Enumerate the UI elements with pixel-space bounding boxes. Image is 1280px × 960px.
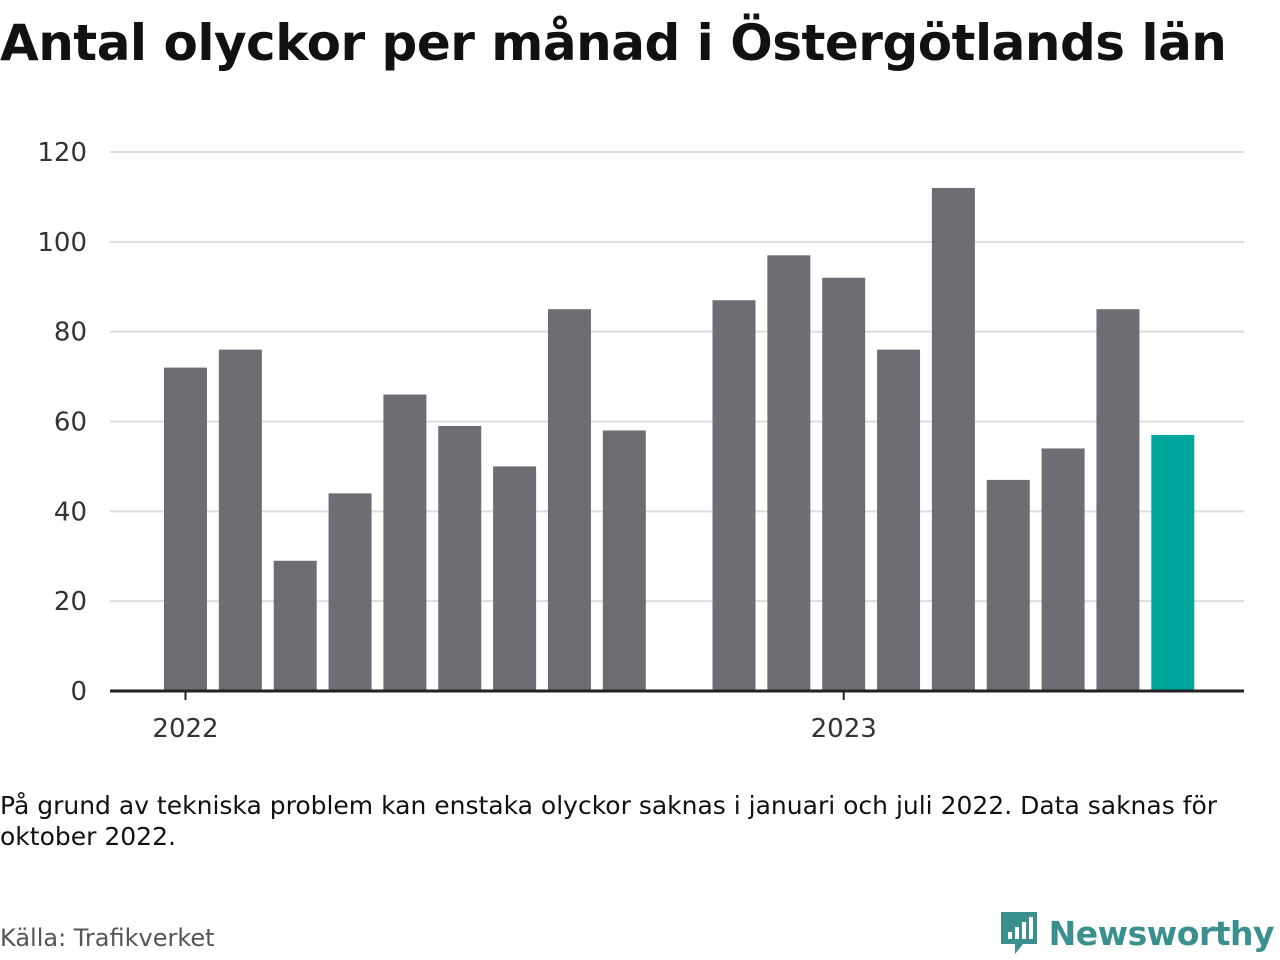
bar xyxy=(1151,434,1195,691)
x-tick-label: 2022 xyxy=(152,714,218,744)
bar-chart: 0 20 40 60 80 100 120 2022 2023 xyxy=(37,138,1244,744)
y-tick-label: 0 xyxy=(70,677,87,707)
bar xyxy=(712,300,756,691)
bar xyxy=(1096,309,1140,691)
chart-title: Antal olyckor per månad i Östergötlands … xyxy=(0,14,1227,72)
bar xyxy=(383,394,427,691)
brand-name: Newsworthy xyxy=(1048,913,1275,953)
y-tick-label: 20 xyxy=(54,587,87,617)
y-tick-label: 120 xyxy=(37,138,87,168)
bar xyxy=(218,349,262,691)
bars xyxy=(164,187,1195,691)
bar xyxy=(493,466,537,691)
bar xyxy=(328,493,372,691)
bar xyxy=(767,255,811,691)
bar xyxy=(1041,448,1085,691)
newsworthy-logo-icon xyxy=(1000,912,1037,954)
bar xyxy=(822,277,866,691)
bar xyxy=(273,560,317,691)
chart-note: På grund av tekniska problem kan enstaka… xyxy=(0,791,1218,851)
bar xyxy=(931,187,975,691)
bar xyxy=(602,430,646,691)
bar xyxy=(986,479,1030,691)
y-tick-label: 80 xyxy=(54,318,87,348)
bar xyxy=(877,349,921,691)
y-tick-label: 100 xyxy=(37,228,87,258)
bar xyxy=(164,367,207,691)
source-text: Källa: Trafikverket xyxy=(0,924,215,952)
y-tick-label: 60 xyxy=(54,408,87,438)
newsworthy-logo: Newsworthy xyxy=(999,910,1275,956)
y-tick-label: 40 xyxy=(54,497,87,527)
labels: 0 20 40 60 80 100 120 2022 2023 xyxy=(37,138,1244,744)
bar xyxy=(547,309,591,691)
bar xyxy=(438,425,482,691)
x-tick-label: 2023 xyxy=(811,714,877,744)
